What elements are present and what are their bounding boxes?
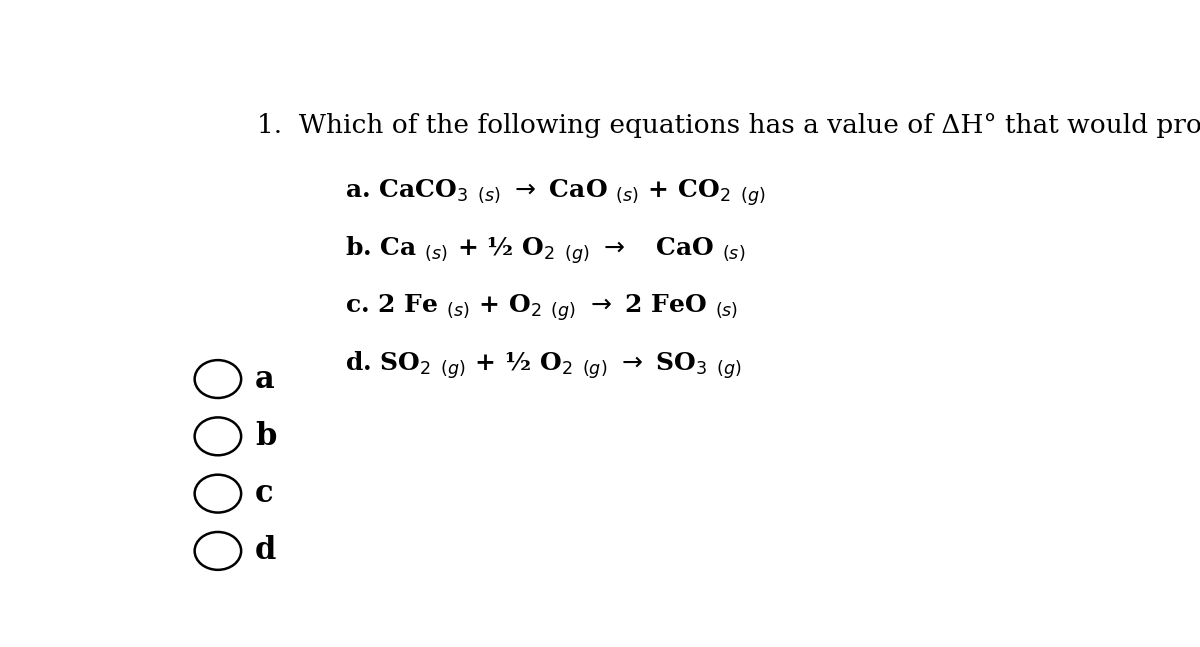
Text: c. 2 Fe $_{(s)}$ + O$_2$ $_{(g)}$ $\rightarrow$ 2 FeO $_{(s)}$: c. 2 Fe $_{(s)}$ + O$_2$ $_{(g)}$ $\righ… bbox=[346, 292, 738, 323]
Text: c: c bbox=[256, 478, 274, 509]
Text: b: b bbox=[256, 421, 276, 452]
Text: d: d bbox=[256, 536, 276, 566]
Text: a: a bbox=[256, 364, 275, 395]
Text: 1.  Which of the following equations has a value of ΔH° that would properly be l: 1. Which of the following equations has … bbox=[257, 113, 1200, 138]
Text: a. CaCO$_3$ $_{(s)}$ $\rightarrow$ CaO $_{(s)}$ + CO$_2$ $_{(g)}$: a. CaCO$_3$ $_{(s)}$ $\rightarrow$ CaO $… bbox=[346, 177, 766, 208]
Text: d. SO$_2$ $_{(g)}$ + ½ O$_2$ $_{(g)}$ $\rightarrow$ SO$_3$ $_{(g)}$: d. SO$_2$ $_{(g)}$ + ½ O$_2$ $_{(g)}$ $\… bbox=[346, 349, 742, 381]
Text: b. Ca $_{(s)}$ + ½ O$_2$ $_{(g)}$ $\rightarrow$   CaO $_{(s)}$: b. Ca $_{(s)}$ + ½ O$_2$ $_{(g)}$ $\righ… bbox=[346, 235, 745, 267]
